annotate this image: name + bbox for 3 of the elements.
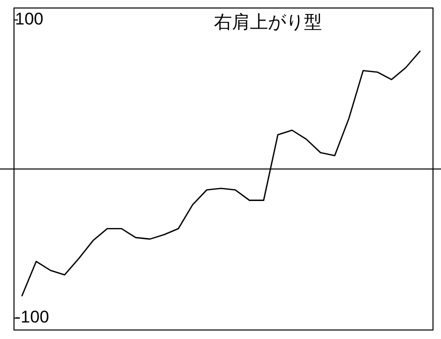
y-tick-label: -100 — [15, 308, 50, 327]
y-tick-label: 100 — [15, 9, 44, 28]
chart-title: 右肩上がり型 — [214, 12, 322, 33]
